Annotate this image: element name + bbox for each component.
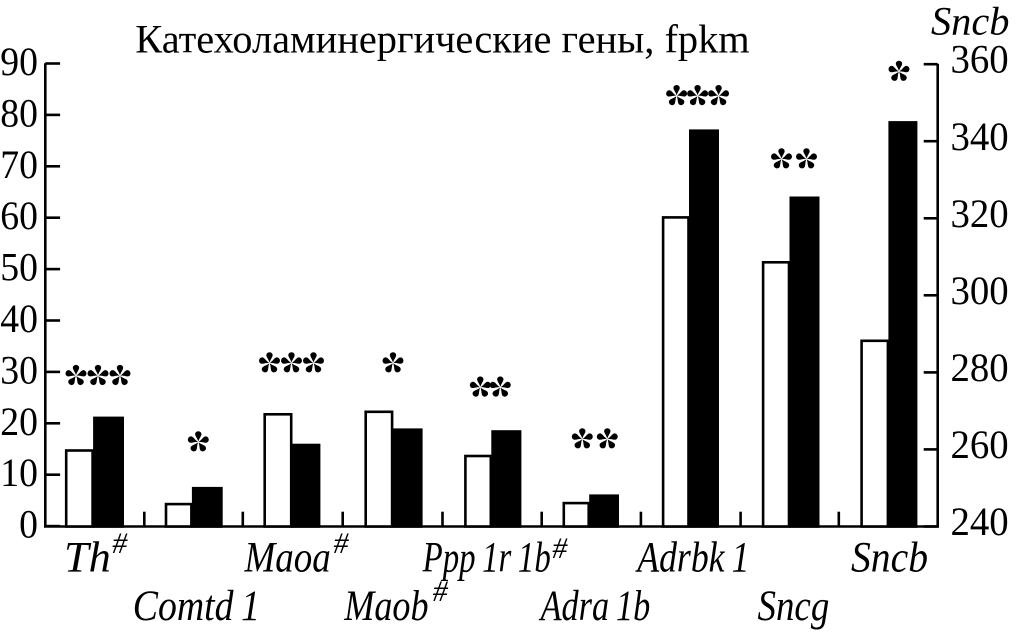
svg-text:Th: Th xyxy=(64,534,111,581)
svg-text:300: 300 xyxy=(951,268,1009,313)
svg-text:90: 90 xyxy=(0,40,38,84)
svg-text:Катехоламинергические гены, fp: Катехоламинергические гены, fpkm xyxy=(135,17,749,62)
svg-text:Adra 1b: Adra 1b xyxy=(538,582,650,630)
svg-text:Ppp 1r 1b: Ppp 1r 1b xyxy=(422,534,551,581)
svg-text:80: 80 xyxy=(0,91,38,135)
svg-text:#: # xyxy=(552,532,568,565)
svg-text:20: 20 xyxy=(0,400,38,444)
svg-text:Maoa: Maoa xyxy=(244,533,331,581)
svg-text:50: 50 xyxy=(0,246,38,290)
svg-text:320: 320 xyxy=(951,191,1009,236)
svg-text:Sncb: Sncb xyxy=(931,0,1010,43)
svg-text:10: 10 xyxy=(0,451,38,495)
svg-text:#: # xyxy=(433,575,449,608)
svg-text:Adrbk 1: Adrbk 1 xyxy=(635,533,750,581)
svg-text:240: 240 xyxy=(951,499,1009,544)
svg-text:#: # xyxy=(334,527,350,560)
svg-text:40: 40 xyxy=(0,297,38,341)
svg-text:Sncg: Sncg xyxy=(758,581,830,629)
svg-text:360: 360 xyxy=(951,37,1009,82)
svg-text:Maob: Maob xyxy=(343,582,428,630)
svg-text:340: 340 xyxy=(951,114,1009,159)
svg-text:60: 60 xyxy=(0,194,38,238)
svg-text:0: 0 xyxy=(19,503,38,547)
svg-text:280: 280 xyxy=(951,345,1009,390)
svg-text:Comtd 1: Comtd 1 xyxy=(133,582,260,630)
svg-text:70: 70 xyxy=(0,143,38,187)
svg-text:Sncb: Sncb xyxy=(851,533,928,581)
svg-text:260: 260 xyxy=(951,422,1009,467)
svg-text:30: 30 xyxy=(0,348,38,392)
svg-text:#: # xyxy=(112,527,128,560)
